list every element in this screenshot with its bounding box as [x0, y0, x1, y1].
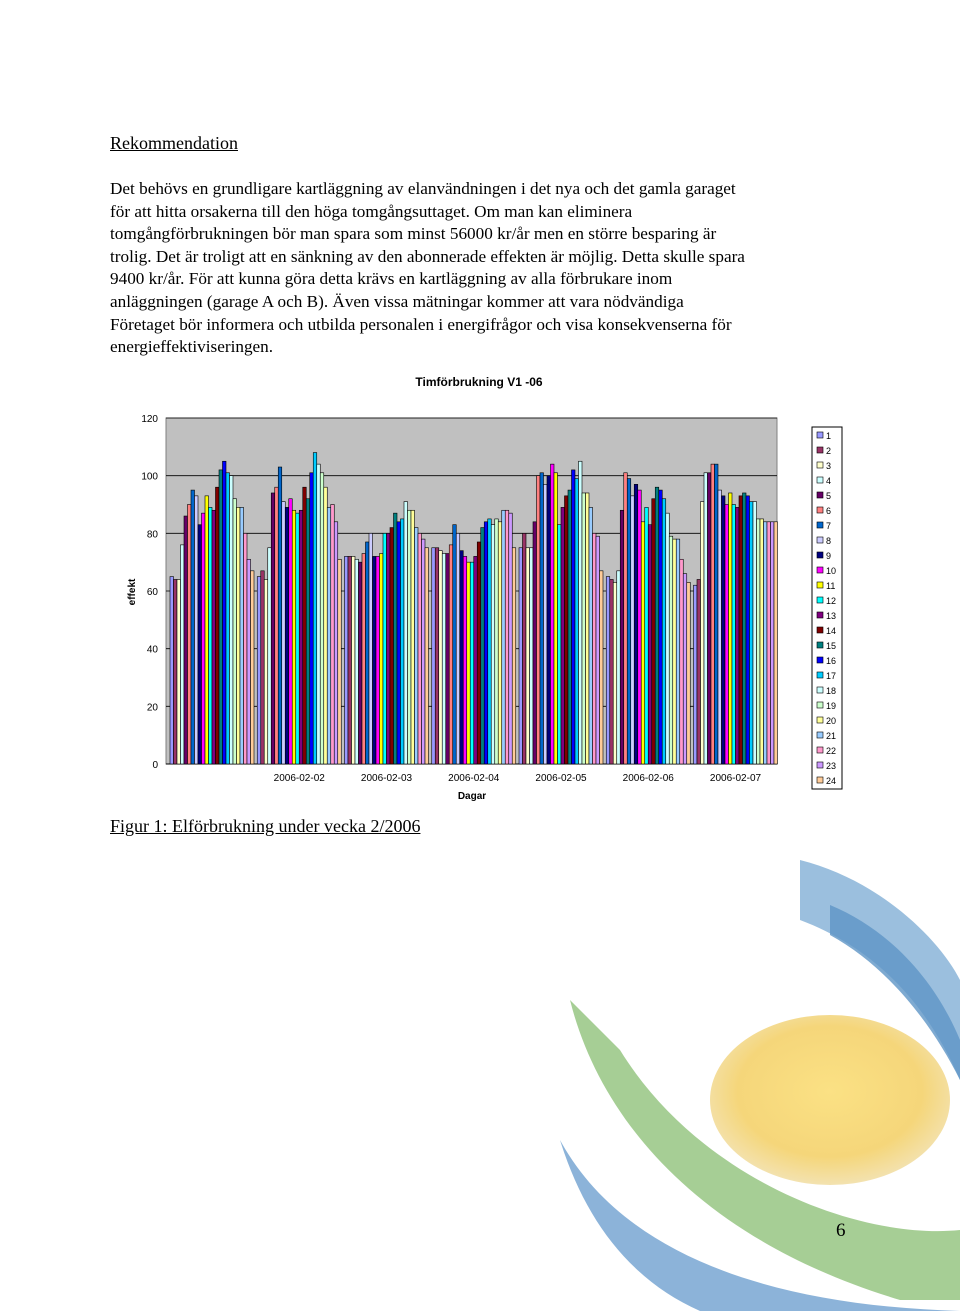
energy-chart: Timförbrukning V1 -06 020406080100120200…: [127, 375, 843, 802]
paragraph-line: anläggningen (garage A och B). Även viss…: [110, 291, 684, 311]
legend-label: 9: [826, 551, 831, 561]
bar: [686, 582, 691, 765]
blue-base-swoosh: [560, 1140, 960, 1311]
x-axis-label: Dagar: [458, 791, 486, 802]
legend-label: 21: [826, 731, 836, 741]
legend-label: 6: [826, 506, 831, 516]
legend-label: 19: [826, 701, 836, 711]
bar: [337, 558, 342, 765]
legend-swatch: [816, 686, 824, 694]
chart-title: Timförbrukning V1 -06: [415, 375, 542, 389]
x-tick-label: 2006-02-04: [448, 773, 500, 784]
legend-swatch: [816, 761, 824, 769]
legend-swatch: [816, 536, 824, 544]
paragraph-line: Företaget bör informera och utbilda pers…: [110, 314, 732, 334]
legend-swatch: [816, 626, 824, 634]
y-tick-label: 20: [147, 702, 159, 713]
blue-swoosh-inner: [830, 905, 960, 1080]
legend-label: 11: [826, 581, 835, 591]
legend-swatch: [816, 731, 824, 739]
figure-caption: Figur 1: Elförbrukning under vecka 2/200…: [110, 816, 421, 836]
paragraph-line: energieffektiviseringen.: [110, 337, 274, 357]
legend-swatch: [816, 476, 824, 484]
legend-swatch: [816, 611, 824, 619]
paragraph-line: trolig. Det är troligt att en sänkning a…: [110, 246, 745, 266]
legend-swatch: [816, 716, 824, 724]
legend-label: 23: [826, 761, 836, 771]
paragraph-line: för att hitta orsakerna till den höga to…: [110, 201, 633, 221]
legend-label: 7: [826, 521, 831, 531]
legend-label: 3: [826, 461, 831, 471]
paragraph-line: tomgångförbrukningen bör man spara som m…: [110, 224, 717, 244]
paragraph-line: 9400 kr/år. För att kunna göra detta krä…: [110, 269, 673, 289]
legend-swatch: [816, 521, 824, 529]
legend-swatch: [816, 431, 824, 439]
legend-label: 8: [826, 536, 831, 546]
legend-label: 5: [826, 491, 831, 501]
legend-label: 1: [826, 431, 831, 441]
legend-swatch: [816, 671, 824, 679]
legend-swatch: [816, 701, 824, 709]
legend-label: 20: [826, 716, 836, 726]
legend-swatch: [816, 491, 824, 499]
legend-swatch: [816, 566, 824, 574]
y-tick-label: 0: [152, 760, 158, 771]
body-paragraph: Det behövs en grundligare kartläggning a…: [110, 178, 845, 359]
legend-label: 24: [826, 776, 836, 786]
legend-label: 17: [826, 671, 836, 681]
legend-swatch: [816, 596, 824, 604]
legend-label: 13: [826, 611, 836, 621]
bar: [773, 521, 778, 765]
legend-label: 2: [826, 446, 831, 456]
plot-area: 0 20 40 60 80 100 120 2006-02-02 2006-02-03 2006-…: [141, 414, 778, 784]
legend-label: 16: [826, 656, 836, 666]
legend-swatch: [816, 641, 824, 649]
legend-label: 18: [826, 686, 836, 696]
x-tick-label: 2006-02-02: [274, 773, 326, 784]
sun-shape: [710, 1015, 950, 1185]
x-tick-label: 2006-02-06: [623, 773, 675, 784]
x-tick-label: 2006-02-07: [710, 773, 762, 784]
legend-swatch: [816, 506, 824, 514]
legend-label: 12: [826, 596, 836, 606]
y-tick-label: 80: [147, 529, 159, 540]
x-tick-label: 2006-02-05: [535, 773, 587, 784]
section-heading: Rekommendation: [110, 133, 238, 153]
y-tick-label: 40: [147, 645, 159, 656]
legend-label: 10: [826, 566, 836, 576]
legend-label: 4: [826, 476, 831, 486]
y-tick-label: 120: [141, 414, 158, 425]
legend-swatch: [816, 656, 824, 664]
legend-swatch: [816, 746, 824, 754]
bar: [250, 570, 255, 765]
legend-label: 15: [826, 641, 836, 651]
legend-swatch: [816, 776, 824, 784]
bar: [424, 547, 429, 765]
page-number: 6: [836, 1220, 846, 1241]
legend-swatch: [816, 446, 824, 454]
legend-box: [811, 426, 843, 790]
paragraph-line: Det behövs en grundligare kartläggning a…: [110, 179, 736, 198]
x-tick-label: 2006-02-03: [361, 773, 413, 784]
y-tick-label: 60: [147, 587, 159, 598]
bar: [511, 547, 517, 765]
y-axis-label: effekt: [127, 578, 138, 605]
y-tick-label: 100: [141, 472, 158, 483]
legend-swatch: [816, 551, 824, 559]
legend-label: 22: [826, 746, 836, 756]
legend-label: 14: [826, 626, 836, 636]
legend-swatch: [816, 461, 824, 469]
green-swoosh: [570, 1000, 960, 1300]
legend-swatch: [816, 581, 824, 589]
bar: [599, 570, 604, 765]
